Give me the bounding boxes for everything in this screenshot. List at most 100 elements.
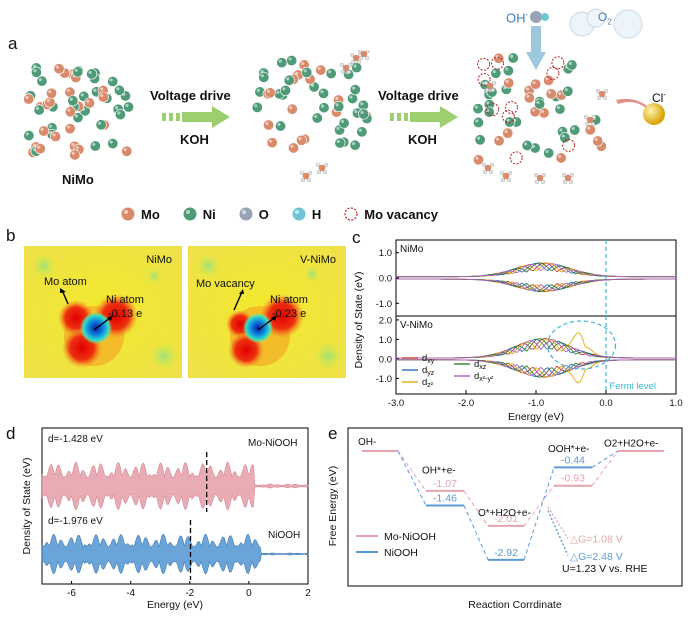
atom bbox=[543, 147, 555, 159]
right-arrow-icon bbox=[390, 106, 458, 128]
atom-highlight bbox=[300, 61, 305, 65]
atom bbox=[584, 124, 596, 136]
legend-label: dx²-y² bbox=[474, 371, 494, 383]
atom bbox=[543, 74, 555, 86]
atom-highlight bbox=[48, 90, 52, 94]
legend-label: H bbox=[311, 206, 322, 222]
atom-highlight bbox=[547, 90, 552, 94]
atom bbox=[123, 101, 135, 113]
water-h bbox=[568, 179, 573, 184]
series-label: Mo-NiOOH bbox=[248, 438, 297, 449]
atom-highlight bbox=[69, 97, 73, 101]
legend-label: Mo vacancy bbox=[364, 206, 438, 222]
energy-value-label: -1.07 bbox=[433, 478, 457, 490]
atom bbox=[23, 93, 35, 105]
water-h bbox=[322, 169, 327, 174]
mo-vacancy bbox=[546, 66, 560, 80]
atom bbox=[97, 91, 109, 103]
highlight-circle bbox=[546, 320, 617, 370]
atom bbox=[72, 66, 84, 78]
atom-highlight bbox=[545, 77, 549, 81]
water-h bbox=[540, 179, 545, 184]
nimo-cluster-leaching bbox=[251, 50, 373, 182]
atom-highlight bbox=[314, 114, 318, 119]
y-axis-label: Density of State (eV) bbox=[353, 272, 365, 369]
oxygen-bubbles-icon bbox=[569, 8, 643, 39]
atom bbox=[86, 68, 98, 80]
legend-item-mo-vacancy: Mo vacancy bbox=[343, 206, 438, 222]
dos-area-1 bbox=[41, 533, 309, 575]
atom-highlight bbox=[282, 87, 286, 91]
atom bbox=[474, 134, 486, 146]
water-h bbox=[301, 177, 306, 182]
energy-value-label: -2.01 bbox=[494, 513, 518, 525]
atom-highlight bbox=[97, 121, 102, 125]
water-h bbox=[490, 162, 495, 167]
step-label: O2+H2O+e- bbox=[604, 439, 658, 450]
delta-g-arrow bbox=[547, 510, 569, 556]
series-line-0 bbox=[396, 359, 676, 378]
atom-highlight bbox=[295, 71, 299, 75]
water-h bbox=[323, 162, 328, 167]
atom-highlight bbox=[74, 114, 79, 118]
delta-g-label: △G=1.08 V bbox=[570, 534, 623, 546]
atom bbox=[315, 64, 327, 76]
x-tick-label: 2 bbox=[305, 588, 311, 599]
subplot-title: NiMo bbox=[400, 244, 424, 255]
mo-vacancy bbox=[486, 102, 500, 116]
panel-label-a: a bbox=[8, 34, 18, 53]
energy-value-label: -2.92 bbox=[494, 547, 518, 559]
atom-highlight bbox=[475, 156, 479, 160]
atom bbox=[490, 67, 502, 79]
nimo-cluster-vacancy bbox=[472, 52, 608, 184]
atom bbox=[311, 112, 323, 124]
series-line-2 bbox=[396, 278, 676, 292]
legend-sub: xy bbox=[427, 358, 435, 365]
atom-highlight bbox=[320, 90, 324, 94]
atom bbox=[318, 102, 330, 114]
atom-highlight bbox=[336, 126, 340, 130]
atom bbox=[472, 154, 484, 166]
atom bbox=[333, 101, 345, 113]
water-o bbox=[360, 50, 368, 58]
water-h bbox=[316, 169, 321, 174]
atom-highlight bbox=[80, 93, 84, 97]
legend-label: dz² bbox=[422, 377, 434, 389]
legend-item-mo: Mo bbox=[120, 206, 160, 222]
water-h bbox=[483, 81, 488, 86]
atom bbox=[545, 88, 557, 100]
y-tick-label: 2.0 bbox=[379, 315, 392, 326]
water-o bbox=[352, 54, 360, 62]
ni-atom-label: Ni atom bbox=[106, 294, 144, 306]
nimo-cluster-pristine bbox=[23, 62, 135, 161]
legend-swatch bbox=[239, 207, 253, 221]
legend-swatch bbox=[292, 207, 306, 221]
water-o bbox=[484, 164, 492, 172]
legend-marker bbox=[292, 207, 306, 221]
atom-highlight bbox=[559, 128, 563, 132]
energy-value-label: -0.44 bbox=[561, 454, 585, 466]
atom-highlight bbox=[71, 143, 75, 147]
atom-highlight bbox=[75, 146, 79, 150]
atom-highlight bbox=[561, 134, 565, 138]
atom bbox=[472, 116, 484, 128]
legend-marker bbox=[183, 207, 197, 221]
chloride-label: Cl- bbox=[652, 90, 667, 105]
mo-vacancy bbox=[501, 109, 515, 123]
atom-highlight bbox=[486, 101, 490, 105]
atom-highlight bbox=[109, 140, 113, 144]
atom-highlight bbox=[505, 79, 509, 84]
atom-highlight bbox=[358, 128, 362, 132]
atom-highlight bbox=[349, 95, 353, 99]
atom-highlight bbox=[117, 111, 121, 115]
water-h bbox=[358, 55, 363, 60]
mo-vacancy bbox=[504, 101, 518, 115]
water-h bbox=[569, 172, 574, 177]
x-tick-label: -2.0 bbox=[458, 398, 474, 409]
x-tick-label: 0 bbox=[246, 588, 252, 599]
atom-highlight bbox=[88, 70, 92, 74]
atom bbox=[554, 103, 566, 115]
atom bbox=[30, 66, 42, 78]
atom-highlight bbox=[66, 88, 70, 93]
fermi-level-label: Fermi level bbox=[610, 381, 656, 392]
